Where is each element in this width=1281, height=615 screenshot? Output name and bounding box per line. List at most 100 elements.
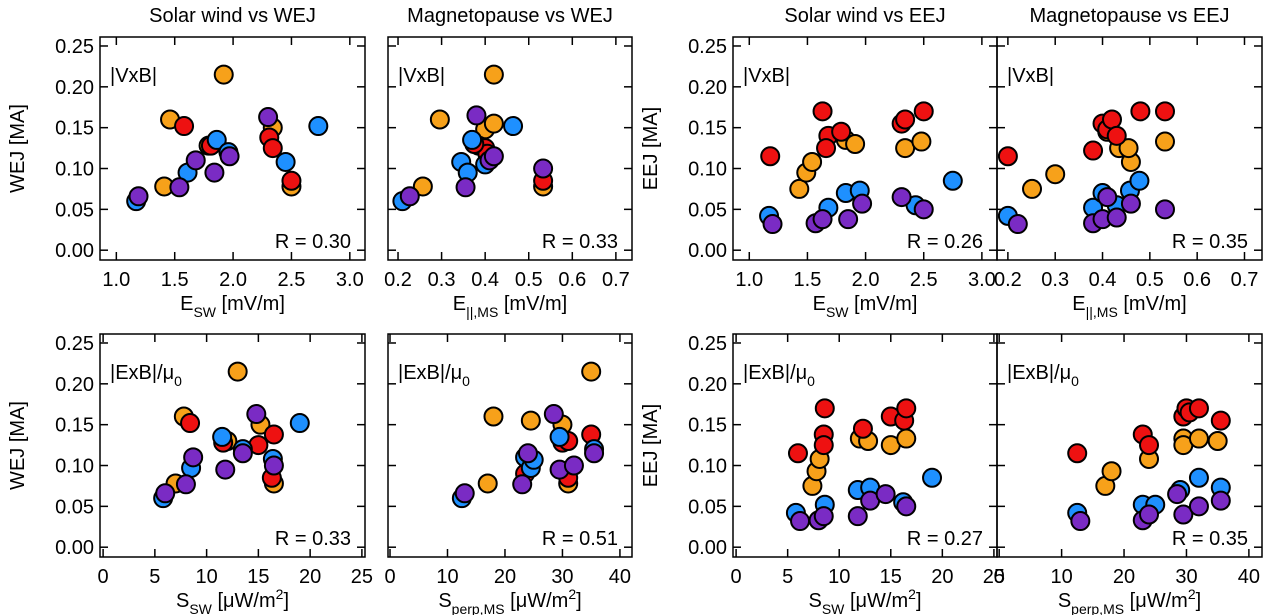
label-text: S [809,590,822,612]
data-point [1129,170,1150,191]
data-point [128,186,149,207]
data-point [503,116,524,137]
data-point [281,170,302,191]
x-tick-label: 1.5 [161,269,189,291]
script-text: ||,MS [1086,304,1118,320]
x-tick-label: 20 [931,566,953,588]
data-point [1022,178,1043,199]
data-point [1210,490,1231,511]
panel-title: Solar wind vs EEJ [784,5,945,27]
y-tick-label: 0.05 [688,199,727,221]
correlation-label: R = 0.35 [1172,528,1248,550]
data-point [1007,214,1028,235]
correlation-label: R = 0.33 [542,231,618,253]
script-text: 2 [1188,586,1196,602]
data-point [1188,398,1209,419]
label-text: [mV/m] [216,293,285,315]
label-text: ] [916,590,922,612]
data-point [263,455,284,476]
panel: Solar wind vs WEJ WEJ [MA] 1.0 1.5 2.0 2.5 3.0… [7,5,366,320]
data-point [204,162,225,183]
annotation: |ExB|/μ0 [398,362,470,389]
annotation: |ExB|/μ0 [110,362,182,389]
y-tick-label: 0.15 [688,415,727,437]
x-tick-label: 0 [994,566,1005,588]
panel-title: Magnetopause vs WEJ [407,5,613,27]
data-point [1154,131,1175,152]
x-axis-label: E||,MS [mV/m] [1072,293,1186,320]
data-point [477,473,498,494]
data-point [847,506,868,527]
y-tick-label: 0.15 [55,415,94,437]
data-point [845,134,866,155]
x-tick-label: 0.5 [515,269,543,291]
data-point [584,443,605,464]
y-axis-label: EEJ [MA] [640,107,662,190]
data-point [913,101,934,122]
label-text: [mV/m] [849,293,918,315]
data-point [180,413,201,434]
label-text: E [813,293,826,315]
x-tick-label: 0.5 [1136,269,1164,291]
annotation: |VxB| [110,65,157,87]
script-text: 2 [568,586,576,602]
label-text: |VxB| [398,65,445,87]
script-text: 0 [807,373,815,389]
label-text: ] [576,590,582,612]
data-point [1083,140,1104,161]
data-point [399,186,420,207]
data-point [581,361,602,382]
data-point [1173,504,1194,525]
correlation-label: R = 0.30 [275,231,351,253]
annotation: |ExB|/μ0 [743,362,815,389]
data-point [790,511,811,532]
y-tick-label: 0.05 [55,496,94,518]
data-point [852,418,873,439]
x-tick-label: 2.0 [219,269,247,291]
data-point [814,398,835,419]
data-point [246,404,267,425]
panel-title: Solar wind vs WEJ [149,5,316,27]
y-tick-label: 0.15 [688,118,727,140]
label-text: |VxB| [1007,65,1054,87]
x-tick-label: 0 [98,566,109,588]
data-point [1118,138,1139,159]
data-point [812,209,833,230]
label-text: ] [283,590,289,612]
data-point [1188,496,1209,517]
data-point [875,484,896,505]
data-point [1188,428,1209,449]
data-point [1045,164,1066,185]
x-tick-label: 5 [149,566,160,588]
script-text: perp,MS [1071,601,1124,615]
correlation-label: R = 0.27 [907,528,983,550]
data-point [789,178,810,199]
data-point [275,151,296,172]
data-point [1154,199,1175,220]
label-text: E [180,293,193,315]
label-text: S [176,590,189,612]
label-text: |ExB|/μ [1007,362,1071,384]
data-point [1106,207,1127,228]
data-point [1070,511,1091,532]
x-tick-label: 0.3 [1041,269,1069,291]
data-point [896,398,917,419]
data-point [1139,435,1160,456]
data-point [219,146,240,167]
annotation: |VxB| [743,65,790,87]
data-point [812,101,833,122]
x-tick-label: 30 [551,566,573,588]
x-axis-label: E||,MS [mV/m] [453,293,567,320]
data-point [213,64,234,85]
data-point [1106,125,1127,146]
data-point [997,146,1018,167]
x-tick-label: 20 [299,566,321,588]
x-axis-label: SSW [μW/m2] [176,586,289,615]
data-point [169,177,190,198]
data-point [1154,101,1175,122]
data-point [215,459,236,480]
label-text: [μW/m [1124,590,1188,612]
data-point [913,199,934,220]
